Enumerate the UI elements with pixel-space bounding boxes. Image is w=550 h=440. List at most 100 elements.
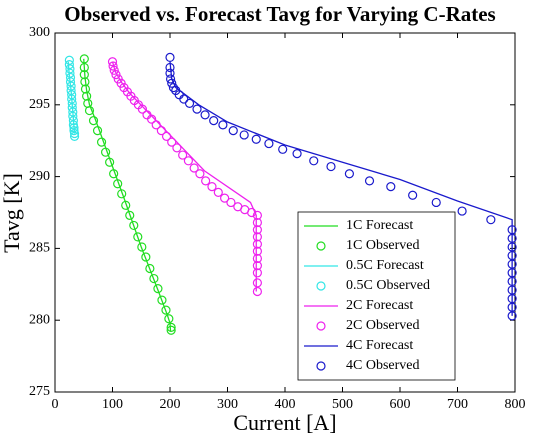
observed-point bbox=[149, 273, 159, 284]
legend-label: 0.5C Observed bbox=[346, 278, 430, 293]
y-tick-label: 280 bbox=[29, 312, 50, 327]
observed-point bbox=[67, 90, 77, 100]
observed-point bbox=[507, 294, 517, 304]
observed-point bbox=[184, 98, 195, 108]
observed-point bbox=[252, 278, 262, 288]
observed-point bbox=[156, 126, 166, 136]
observed-point bbox=[161, 131, 172, 141]
observed-point bbox=[137, 104, 147, 114]
observed-point bbox=[96, 137, 107, 147]
observed-point bbox=[66, 85, 76, 96]
observed-point bbox=[189, 163, 199, 173]
observed-point bbox=[69, 131, 80, 141]
x-tick-label: 600 bbox=[390, 397, 411, 412]
observed-point bbox=[133, 232, 143, 242]
observed-point bbox=[218, 120, 228, 130]
legend-label: 4C Forecast bbox=[346, 338, 413, 353]
observed-point bbox=[165, 52, 175, 63]
observed-point bbox=[137, 242, 147, 252]
observed-point bbox=[65, 77, 76, 87]
observed-point bbox=[64, 55, 74, 65]
observed-point bbox=[507, 302, 517, 312]
legend-marker bbox=[316, 241, 326, 251]
legend-label: 1C Forecast bbox=[346, 218, 413, 233]
observed-point bbox=[84, 105, 95, 116]
observed-point bbox=[507, 285, 517, 295]
observed-point bbox=[252, 210, 262, 220]
y-axis-label: Tavg [K] bbox=[0, 173, 24, 253]
observed-point bbox=[109, 169, 119, 179]
observed-point bbox=[166, 325, 176, 335]
observed-point bbox=[192, 104, 202, 114]
observed-point bbox=[252, 286, 262, 297]
observed-point bbox=[65, 68, 75, 78]
observed-point bbox=[507, 250, 517, 261]
observed-point bbox=[65, 72, 76, 83]
x-tick-label: 400 bbox=[275, 397, 296, 412]
observed-point bbox=[66, 81, 76, 91]
observed-point bbox=[252, 268, 262, 278]
observed-point bbox=[79, 54, 89, 64]
observed-point bbox=[88, 115, 99, 126]
observed-point bbox=[457, 206, 467, 216]
observed-point bbox=[145, 263, 155, 274]
observed-point bbox=[179, 94, 189, 104]
observed-point bbox=[165, 74, 176, 84]
legend-label: 1C Observed bbox=[346, 238, 420, 253]
observed-point bbox=[226, 197, 236, 208]
observed-point bbox=[109, 65, 119, 75]
observed-point bbox=[408, 190, 418, 200]
legend-label: 4C Observed bbox=[346, 358, 420, 373]
legend-marker bbox=[316, 281, 326, 291]
observed-point bbox=[166, 322, 176, 332]
observed-point bbox=[252, 232, 262, 242]
x-tick-label: 700 bbox=[447, 397, 468, 412]
forecast-line bbox=[83, 58, 172, 332]
observed-point bbox=[117, 189, 127, 199]
observed-point bbox=[344, 169, 354, 179]
x-tick-label: 300 bbox=[217, 397, 238, 412]
observed-point bbox=[68, 111, 78, 121]
observed-point bbox=[69, 128, 80, 139]
observed-point bbox=[228, 126, 238, 136]
observed-point bbox=[164, 314, 174, 324]
observed-point bbox=[79, 62, 89, 73]
observed-point bbox=[486, 215, 496, 225]
x-tick-label: 500 bbox=[332, 397, 353, 412]
observed-point bbox=[157, 295, 167, 305]
observed-point bbox=[507, 268, 517, 278]
observed-point bbox=[201, 176, 211, 186]
observed-point bbox=[92, 126, 103, 136]
chart-title: Observed vs. Forecast Tavg for Varying C… bbox=[64, 2, 495, 26]
observed-point bbox=[431, 197, 441, 208]
observed-point bbox=[507, 259, 517, 269]
observed-point bbox=[364, 176, 375, 186]
observed-point bbox=[326, 161, 336, 172]
observed-point bbox=[278, 144, 288, 154]
observed-point bbox=[67, 103, 77, 113]
observed-point bbox=[200, 110, 210, 120]
x-axis-label: Current [A] bbox=[233, 410, 336, 435]
y-tick-label: 295 bbox=[29, 97, 50, 112]
observed-point bbox=[100, 147, 111, 157]
observed-point bbox=[165, 68, 175, 78]
legend-box bbox=[297, 211, 456, 381]
observed-point bbox=[67, 98, 77, 108]
observed-point bbox=[172, 143, 182, 153]
observed-point bbox=[209, 115, 219, 126]
observed-point bbox=[386, 182, 396, 192]
observed-point bbox=[80, 77, 90, 87]
observed-point bbox=[105, 157, 115, 167]
observed-point bbox=[108, 61, 118, 71]
observed-point bbox=[167, 78, 177, 88]
observed-point bbox=[125, 210, 135, 220]
observed-point bbox=[220, 193, 230, 203]
observed-point bbox=[309, 156, 319, 166]
observed-point bbox=[264, 138, 274, 149]
observed-point bbox=[168, 82, 179, 93]
forecast-line bbox=[169, 61, 513, 316]
observed-point bbox=[67, 94, 77, 104]
observed-point bbox=[64, 59, 74, 70]
